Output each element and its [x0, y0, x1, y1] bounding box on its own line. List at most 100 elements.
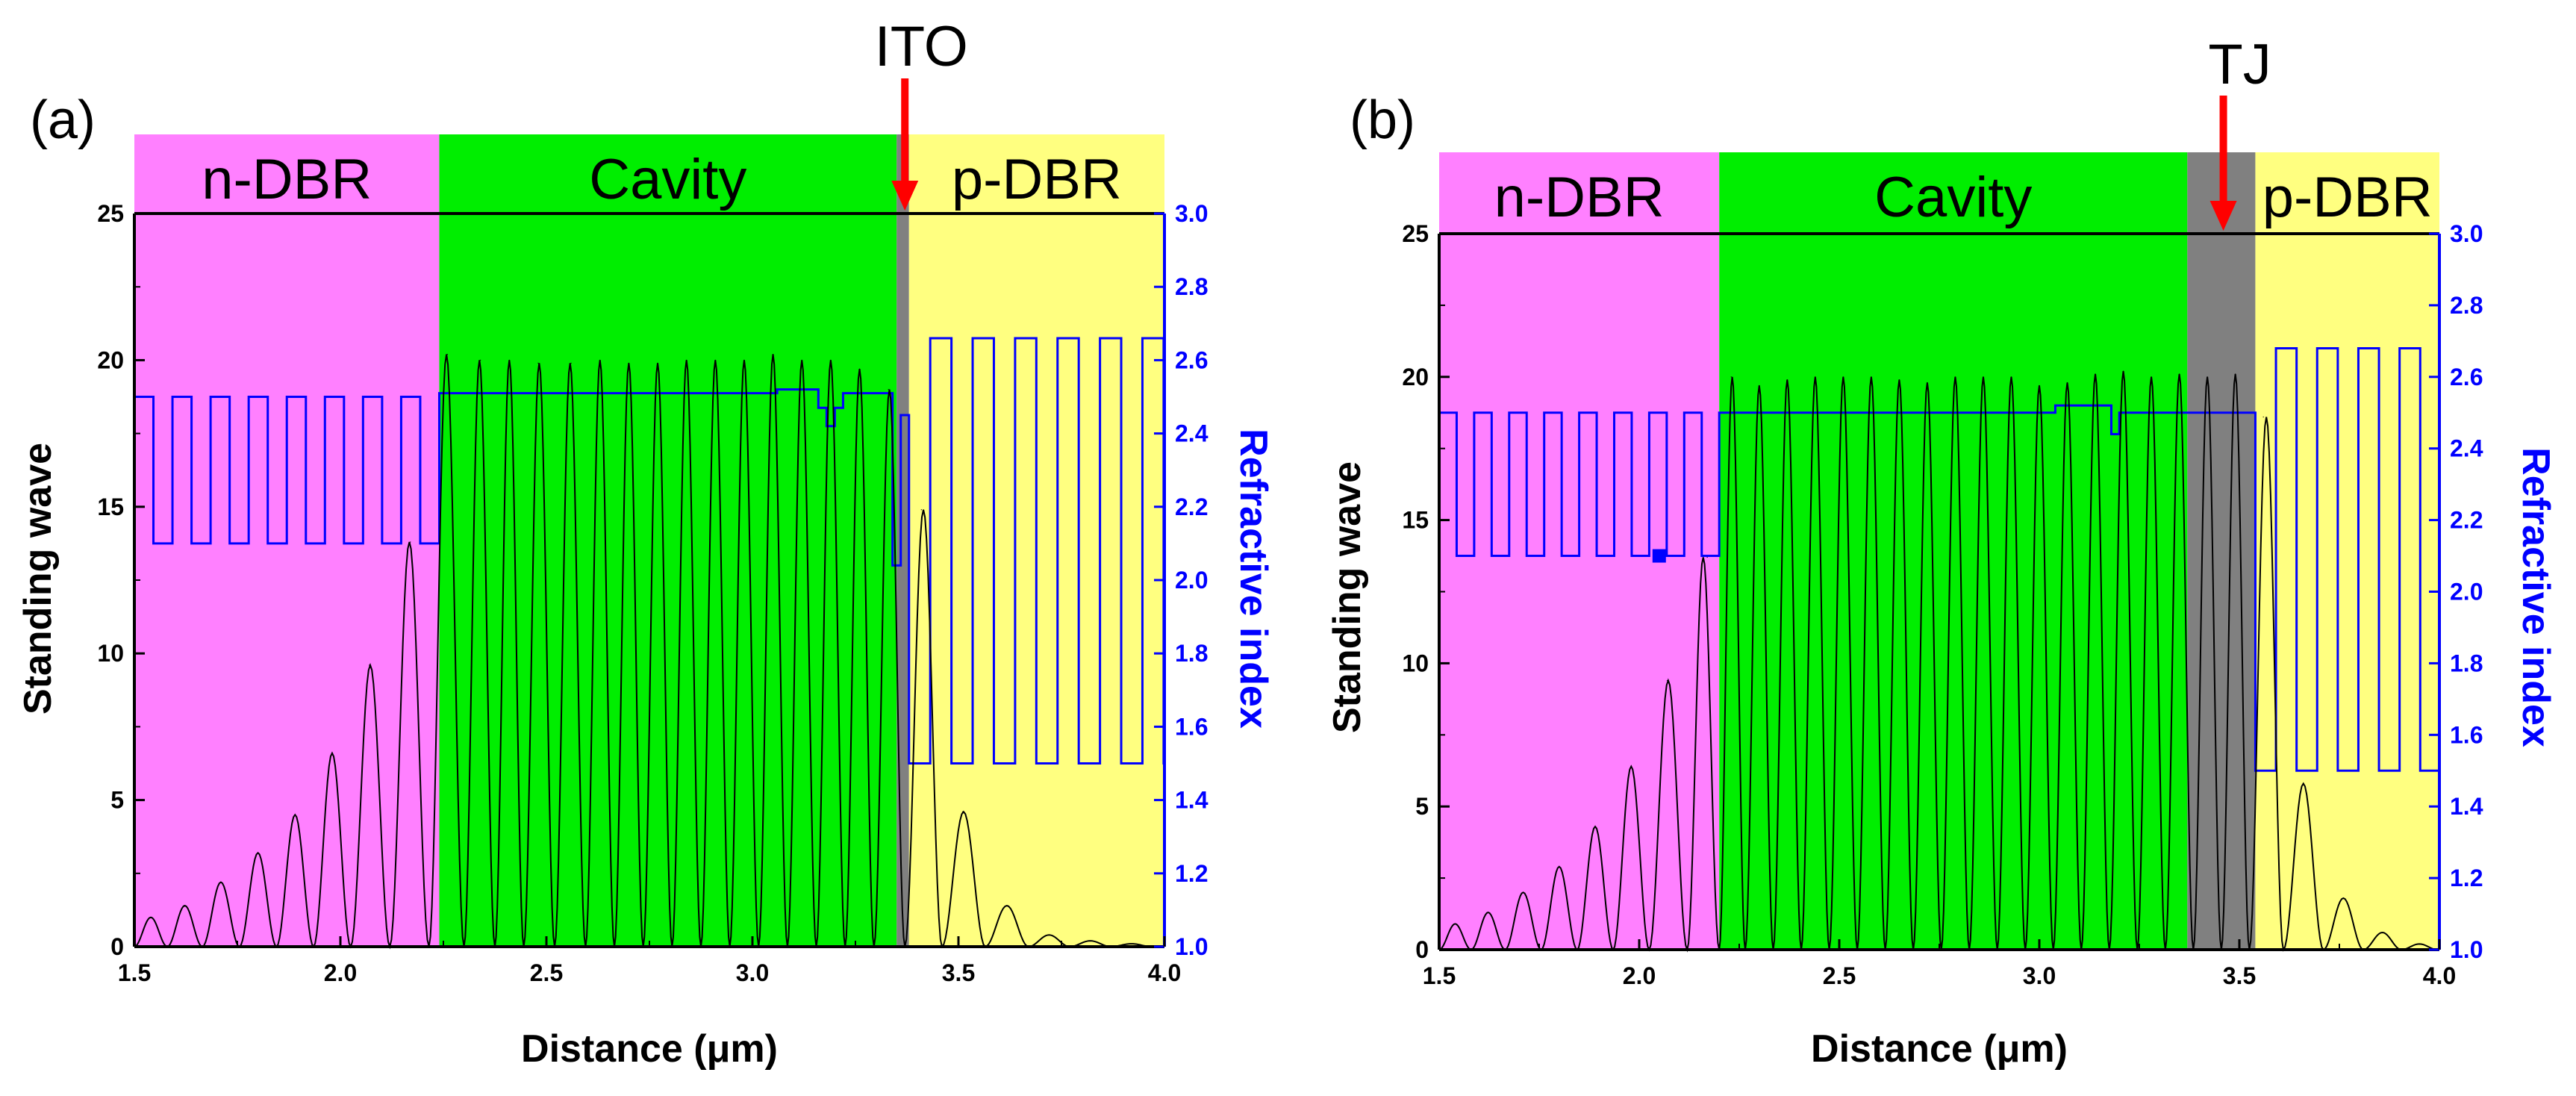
standing-wave-peak: [1842, 376, 1844, 378]
tick-labels: 0 5 10 15 20 25 1.0 1.2 1.4 1.6 1.8 2.0 2.2 2.4 2.6 2.8…: [1402, 220, 2483, 989]
marker-label: ITO: [875, 15, 968, 78]
standing-wave-peak: [2010, 376, 2012, 378]
standing-wave-peak: [2342, 897, 2344, 899]
standing-wave-peak: [657, 362, 658, 364]
panel-label: (b): [1350, 90, 1415, 150]
standing-wave-peak: [2179, 373, 2180, 375]
y2-tick-label: 2.4: [2450, 435, 2483, 462]
region-label-p-dbr: p-DBR: [2262, 166, 2433, 229]
standing-wave-peak: [1898, 379, 1900, 381]
standing-wave-peak: [686, 359, 687, 361]
region-label-n-dbr: n-DBR: [202, 148, 372, 211]
y2-tick-label: 2.4: [1175, 420, 1209, 447]
x-axis-title: Distance (μm): [1811, 1027, 2068, 1071]
region-band-layer-2: [2187, 152, 2256, 950]
refractive-index-point: [1652, 549, 1666, 563]
region-label-cavity: Cavity: [589, 148, 746, 211]
region-band-p-dbr: [2255, 152, 2439, 950]
y2-tick-label: 1.2: [2450, 865, 2483, 891]
y-tick-label: 15: [1402, 507, 1429, 534]
standing-wave-peak: [570, 362, 572, 364]
region-backgrounds: [134, 134, 1164, 947]
standing-wave-peak: [150, 917, 152, 918]
standing-wave-peak: [1522, 891, 1524, 893]
standing-wave-peak: [2303, 782, 2304, 785]
x-tick-label: 1.5: [118, 959, 151, 986]
standing-wave-peak: [2235, 373, 2236, 375]
marker: ITO: [875, 15, 968, 211]
x-tick-label: 3.0: [2023, 962, 2056, 989]
region-band-layer-2: [896, 134, 909, 947]
standing-wave-peak: [480, 359, 481, 361]
panel-a: (a) n-DBR Cavity p-DBR 0 5 10 15 20 25 1.0 1.2 1.4…: [16, 15, 1275, 1071]
marker-arrow-head: [891, 181, 919, 211]
standing-wave-peak: [920, 509, 922, 511]
x-tick-label: 2.5: [530, 959, 563, 986]
standing-wave-peak: [830, 359, 832, 361]
y-tick-label: 20: [97, 346, 124, 373]
standing-wave-peak: [858, 368, 861, 370]
y2-tick-label: 1.4: [2450, 793, 2483, 820]
y2-tick-label: 2.6: [1175, 346, 1208, 373]
refractive-index-line: [134, 337, 1165, 765]
standing-wave-peak: [1730, 376, 1732, 378]
y2-tick-label: 1.6: [2450, 721, 2483, 748]
refractive-index-line: [1439, 346, 2439, 772]
standing-wave-peak: [743, 359, 745, 361]
y-tick-label: 5: [110, 787, 124, 814]
y2-tick-label: 2.0: [1175, 567, 1208, 594]
marker-arrow-head: [2209, 201, 2237, 231]
region-band-cavity: [1719, 152, 2188, 950]
y2-tick-label: 2.6: [2450, 364, 2483, 390]
y-tick-label: 0: [110, 933, 124, 960]
y-tick-label: 25: [1402, 220, 1429, 247]
y2-tick-label: 2.8: [2450, 292, 2483, 319]
region-label-n-dbr: n-DBR: [1494, 166, 1665, 229]
y2-tick-label: 1.0: [1175, 933, 1208, 960]
standing-wave-peak: [2207, 376, 2208, 378]
y-tick-label: 10: [1402, 650, 1429, 676]
standing-wave-peak: [1486, 912, 1488, 913]
region-label-p-dbr: p-DBR: [952, 148, 1122, 211]
y2-tick-label: 2.2: [1175, 493, 1208, 520]
standing-wave-peak: [2066, 382, 2068, 384]
y2-tick-label: 1.6: [1175, 713, 1208, 740]
x-tick-label: 4.0: [2423, 962, 2456, 989]
panel-label: (a): [30, 90, 96, 150]
y2-tick-label: 1.2: [1175, 860, 1208, 887]
y-tick-label: 15: [97, 493, 124, 520]
standing-wave-peak: [446, 353, 449, 355]
x-tick-label: 1.5: [1423, 962, 1456, 989]
standing-wave-peak: [1131, 943, 1132, 944]
region-labels: n-DBR Cavity p-DBR: [1494, 166, 2433, 229]
standing-wave-peak: [599, 359, 601, 361]
standing-wave-peak: [508, 359, 510, 361]
y2-axis-title: Refractive index: [1232, 429, 1275, 729]
y2-tick-label: 3.0: [2450, 220, 2483, 247]
y-tick-label: 25: [97, 200, 124, 227]
y-axis-title: Standing wave: [1326, 461, 1369, 733]
standing-wave-peak: [714, 359, 716, 361]
standing-wave-peak: [2122, 370, 2124, 372]
x-tick-label: 3.5: [942, 959, 975, 986]
y-tick-label: 10: [97, 640, 124, 667]
standing-wave-peak: [1786, 379, 1788, 381]
y2-tick-label: 1.0: [2450, 936, 2483, 963]
y2-tick-label: 2.2: [2450, 507, 2483, 534]
y2-tick-label: 1.8: [1175, 640, 1208, 667]
x-tick-label: 3.0: [736, 959, 769, 986]
marker-label: TJ: [2208, 33, 2271, 96]
region-label-cavity: Cavity: [1874, 166, 2032, 229]
x-tick-label: 3.5: [2223, 962, 2256, 989]
standing-wave-peak: [1666, 679, 1668, 682]
standing-wave-peak: [888, 389, 889, 390]
y2-tick-label: 3.0: [1175, 200, 1208, 227]
panel-b: (b) n-DBR Cavity p-DBR 0 5 10 15 20 25 1.0 1.2 1.4…: [1326, 33, 2557, 1071]
standing-wave-peak: [1706, 556, 1708, 558]
x-axis-title: Distance (μm): [521, 1027, 778, 1071]
region-backgrounds: [1439, 152, 2439, 950]
y-tick-label: 20: [1402, 364, 1429, 390]
standing-wave-peak: [410, 541, 411, 543]
marker: TJ: [2208, 33, 2271, 231]
